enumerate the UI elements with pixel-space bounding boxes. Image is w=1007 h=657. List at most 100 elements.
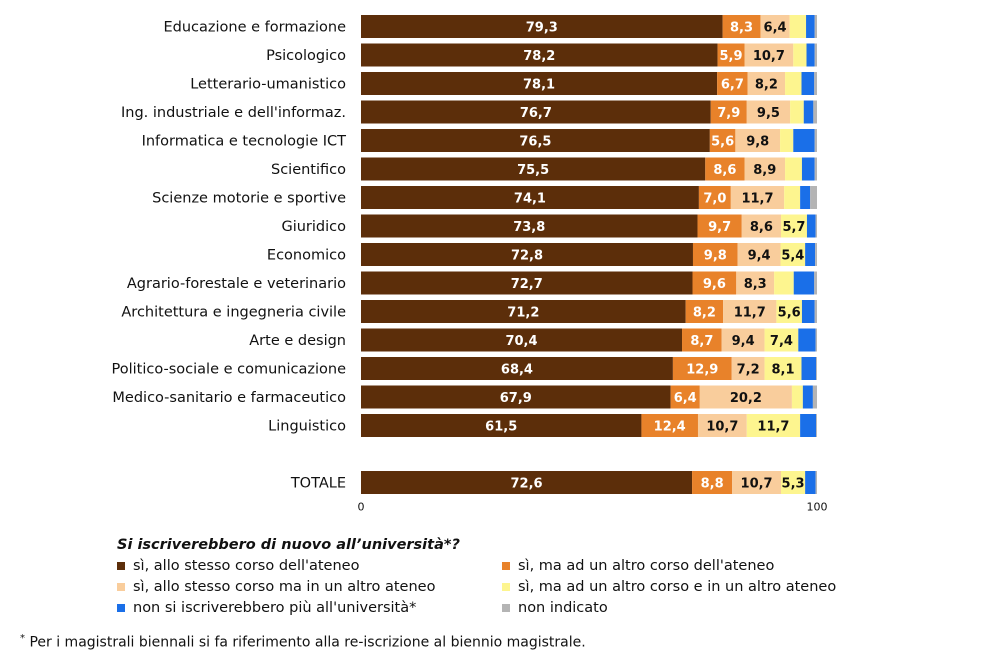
category-label: Educazione e formazione	[164, 20, 347, 36]
bar-segment-series-3	[744, 43, 794, 67]
bar-segment-series-6	[814, 129, 817, 152]
legend-label: non indicato	[518, 600, 608, 616]
bar-segment-series-1	[361, 471, 693, 494]
data-label: 7,0	[703, 192, 726, 207]
bar-segment-series-4	[780, 214, 807, 238]
data-label: 76,7	[520, 106, 552, 121]
bar-segment-series-6	[814, 300, 817, 323]
bar-segment-series-5	[806, 15, 815, 38]
legend-swatch	[502, 562, 510, 570]
legend-swatch	[117, 562, 125, 570]
bar-segment-series-2	[722, 15, 761, 38]
bar-segment-series-1	[361, 300, 686, 323]
legend-label: sì, allo stesso corso ma in un altro ate…	[133, 579, 436, 595]
category-label: Linguistico	[268, 419, 346, 435]
bar-segment-series-2	[710, 100, 747, 124]
data-label: 20,2	[730, 391, 762, 406]
bar-segment-series-4	[785, 72, 802, 95]
bar-segment-series-3	[721, 328, 765, 352]
bar-segment-series-2	[685, 300, 724, 323]
bar-segment-series-2	[692, 271, 737, 295]
legend-item: non indicato	[502, 599, 877, 617]
category-label: Informatica e tecnologie ICT	[142, 134, 347, 150]
bar-segment-series-2	[692, 243, 738, 266]
data-label: 9,4	[732, 334, 755, 349]
bar-segment-series-2	[692, 471, 733, 494]
bar-segment-series-1	[361, 214, 698, 238]
data-label: 12,4	[654, 420, 686, 435]
bar-segment-series-1	[361, 15, 723, 38]
bar-segment-series-1	[361, 385, 671, 409]
bar-segment-series-6	[810, 186, 817, 209]
data-label: 71,2	[507, 306, 539, 321]
bar-segment-series-3	[731, 357, 765, 380]
bar-segment-series-6	[816, 414, 817, 437]
bar-segment-series-4	[774, 271, 794, 295]
legend-swatch	[117, 583, 125, 591]
category-label: Architettura e ingegneria civile	[121, 305, 346, 321]
legend-label: sì, allo stesso corso dell'ateneo	[133, 558, 360, 574]
x-tick-label: 0	[358, 501, 365, 514]
footnote-marker: *	[20, 633, 25, 644]
data-label: 68,4	[501, 363, 533, 378]
bar-segment-series-3	[760, 15, 790, 38]
bar-segment-series-3	[737, 243, 781, 266]
bar-segment-series-3	[746, 100, 791, 124]
bar-segment-series-5	[801, 157, 815, 181]
data-label: 9,4	[748, 249, 771, 264]
data-label: 8,2	[693, 306, 716, 321]
bar-segment-series-3	[699, 385, 792, 409]
bar-segment-series-6	[815, 243, 817, 266]
bar-segment-series-6	[816, 357, 817, 380]
bar-segment-series-4	[791, 385, 803, 409]
bar-segment-series-3	[730, 186, 785, 209]
bar-segment-series-5	[801, 300, 815, 323]
bar-segment-series-4	[780, 243, 806, 266]
data-label: 6,7	[721, 78, 744, 93]
bar-segment-series-2	[641, 414, 698, 437]
data-label: 6,4	[764, 21, 787, 36]
bar-segment-series-4	[784, 186, 801, 209]
data-label: 67,9	[500, 391, 532, 406]
bar-segment-series-1	[361, 100, 711, 124]
data-label: 12,9	[686, 363, 718, 378]
bar-segment-series-3	[697, 414, 747, 437]
category-label: TOTALE	[290, 476, 346, 492]
bar-segment-series-1	[361, 72, 718, 95]
legend-item: sì, allo stesso corso ma in un altro ate…	[117, 578, 502, 596]
bar-segment-series-1	[361, 186, 699, 209]
category-label: Scientifico	[271, 162, 346, 178]
legend-item: sì, ma ad un altro corso e in un altro a…	[502, 578, 877, 596]
bar-segment-series-2	[717, 43, 745, 67]
bar-segment-series-1	[361, 243, 693, 266]
bar-segment-series-5	[805, 243, 816, 266]
bar-segment-series-4	[776, 300, 802, 323]
legend-item: sì, allo stesso corso dell'ateneo	[117, 557, 502, 575]
bar-segment-series-2	[682, 328, 722, 352]
data-label: 9,8	[746, 135, 769, 150]
bar-segment-series-1	[361, 357, 673, 380]
data-label: 72,8	[511, 249, 543, 264]
bar-segment-series-3	[747, 72, 786, 95]
bar-segment-series-2	[697, 214, 742, 238]
data-label: 72,7	[511, 277, 543, 292]
data-label: 9,5	[757, 106, 780, 121]
data-label: 9,6	[703, 277, 726, 292]
footnote: * Per i magistrali biennali si fa riferi…	[20, 633, 586, 651]
bar-segment-series-4	[790, 100, 804, 124]
bar-segment-series-5	[800, 414, 817, 437]
data-label: 8,8	[701, 477, 724, 492]
bar-segment-series-2	[698, 186, 731, 209]
bar-segment-series-6	[814, 271, 817, 295]
bar-segment-series-2	[672, 357, 732, 380]
bar-segment-series-2	[705, 157, 745, 181]
data-label: 10,7	[706, 420, 738, 435]
bar-segment-series-5	[798, 328, 816, 352]
bar-segment-series-4	[764, 357, 802, 380]
bar-segment-series-5	[793, 271, 815, 295]
bar-segment-series-6	[815, 214, 817, 238]
category-label: Ing. industriale e dell'informaz.	[121, 105, 346, 121]
data-label: 5,3	[782, 477, 805, 492]
category-label: Psicologico	[266, 48, 346, 64]
data-label: 8,3	[730, 21, 753, 36]
